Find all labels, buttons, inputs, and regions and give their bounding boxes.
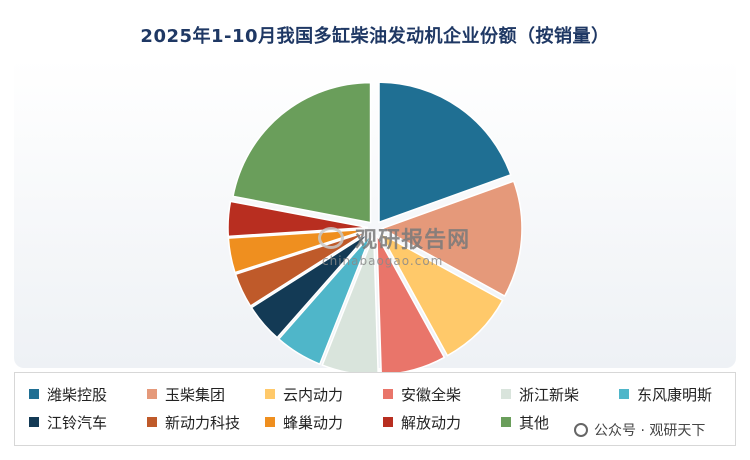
legend-swatch-9 [265, 417, 275, 427]
pie-slice-8 [234, 230, 370, 308]
legend: 潍柴控股 玉柴集团 云内动力 安徽全柴 浙江新柴 东风康明斯江铃汽车 新动力科技 蜂巢动力 解放… [14, 372, 736, 446]
legend-swatch-2 [147, 389, 157, 399]
legend-item-9: 蜂巢动力 [265, 408, 383, 436]
legend-label-7: 江铃汽车 [47, 413, 108, 432]
legend-label-2: 玉柴集团 [165, 385, 226, 404]
legend-item-7: 江铃汽车 [29, 408, 147, 436]
legend-label-4: 安徽全柴 [401, 385, 462, 404]
legend-label-1: 潍柴控股 [47, 385, 108, 404]
legend-item-1: 潍柴控股 [29, 380, 147, 408]
legend-swatch-5 [501, 389, 511, 399]
legend-grid: 潍柴控股 玉柴集团 云内动力 安徽全柴 浙江新柴 东风康明斯江铃汽车 新动力科技 蜂巢动力 解放… [29, 380, 737, 436]
pie-slice-11 [232, 81, 372, 224]
source-credit: 公众号 · 观研天下 [574, 420, 705, 440]
legend-swatch-4 [383, 389, 393, 399]
pie-slice-3 [378, 231, 504, 357]
watermark-sub-text: chinabaogao.com [322, 254, 444, 268]
legend-item-5: 浙江新柴 [501, 380, 619, 408]
pie-slice-2 [380, 180, 523, 298]
legend-swatch-10 [383, 417, 393, 427]
legend-swatch-6 [619, 389, 629, 399]
legend-swatch-11 [501, 417, 511, 427]
legend-swatch-8 [147, 417, 157, 427]
legend-swatch-3 [265, 389, 275, 399]
legend-item-11: 其他 [501, 408, 619, 436]
legend-swatch-1 [29, 389, 39, 399]
legend-item-4: 安徽全柴 [383, 380, 501, 408]
legend-item-10: 解放动力 [383, 408, 501, 436]
watermark-main-text: 观研报告网 [355, 228, 471, 253]
legend-label-10: 解放动力 [401, 413, 462, 432]
credit-text: 公众号 · 观研天下 [594, 423, 706, 439]
wechat-icon [574, 423, 588, 437]
legend-item-3: 云内动力 [265, 380, 383, 408]
chart-title: 2025年1-10月我国多缸柴油发动机企业份额（按销量） [140, 26, 610, 47]
legend-label-11: 其他 [519, 413, 550, 432]
legend-item-2: 玉柴集团 [147, 380, 265, 408]
watermark: 观研报告网 chinabaogao.com [318, 222, 498, 268]
watermark-logo-icon [318, 227, 344, 249]
legend-item-6: 东风康明斯 [619, 380, 737, 408]
legend-label-5: 浙江新柴 [519, 385, 580, 404]
legend-label-9: 蜂巢动力 [283, 413, 344, 432]
pie-slice-6 [277, 233, 373, 366]
legend-swatch-7 [29, 417, 39, 427]
pie-slice-1 [378, 81, 512, 224]
pie-slice-7 [250, 231, 371, 339]
legend-label-3: 云内动力 [283, 385, 344, 404]
legend-label-6: 东风康明斯 [637, 385, 713, 404]
legend-item-8: 新动力科技 [147, 408, 265, 436]
legend-label-8: 新动力科技 [165, 413, 241, 432]
